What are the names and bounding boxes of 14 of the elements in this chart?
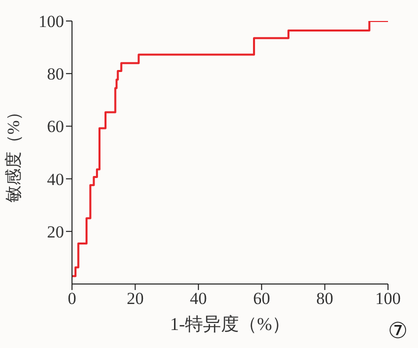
y-tick-label: 60 [47,117,64,136]
y-tick-label: 20 [47,222,64,242]
x-tick-label: 0 [68,289,76,308]
y-tick-label: 40 [47,170,64,189]
x-tick-label: 100 [375,289,401,308]
x-tick-label: 20 [126,289,144,308]
x-tick-label: 80 [316,289,334,308]
x-axis-title: 1-特异度（%） [169,313,291,336]
y-axis-title: 敏感度（%） [4,103,24,202]
x-tick-label: 40 [190,289,207,308]
y-tick-label: 80 [47,64,64,84]
y-tick-label: 100 [38,12,64,32]
annotation-note: ⑦ [388,318,408,344]
x-tick-label: 60 [253,289,270,308]
